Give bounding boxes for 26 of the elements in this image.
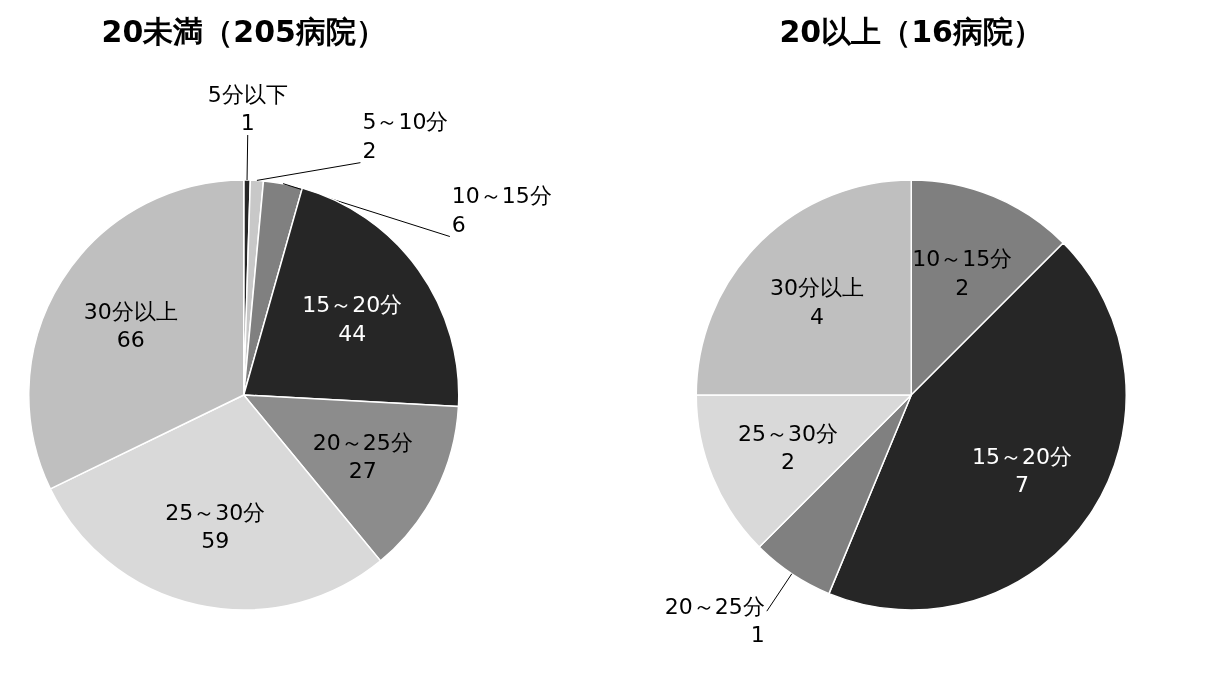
slice-label: 10～15分 bbox=[912, 246, 1013, 272]
data-label: 66 bbox=[116, 327, 145, 353]
slice-label: 30分以上 bbox=[769, 275, 864, 301]
chart-title: 20未満（205病院） bbox=[101, 14, 386, 49]
data-label: 44 bbox=[338, 320, 367, 346]
slice-label: 20～25分 bbox=[664, 593, 765, 619]
chart-title: 20以上（16病院） bbox=[779, 14, 1043, 49]
slice-label: 20～25分 bbox=[312, 429, 413, 455]
data-label: 59 bbox=[201, 528, 230, 554]
data-label: 6 bbox=[451, 211, 466, 237]
slice-label: 15～20分 bbox=[972, 443, 1073, 469]
data-label: 1 bbox=[750, 622, 765, 648]
slice-label: 15～20分 bbox=[302, 291, 403, 317]
data-label: 2 bbox=[955, 274, 970, 300]
slice-label: 25～30分 bbox=[165, 499, 266, 525]
data-label: 2 bbox=[781, 449, 796, 475]
slice-label: 5分以下 bbox=[207, 81, 288, 107]
slice-label: 30分以上 bbox=[83, 298, 178, 324]
slice-label: 5～10分 bbox=[362, 109, 449, 135]
data-label: 7 bbox=[1015, 472, 1030, 498]
data-label: 4 bbox=[809, 303, 824, 329]
data-label: 1 bbox=[240, 110, 255, 136]
data-label: 27 bbox=[348, 458, 377, 484]
data-label: 2 bbox=[362, 137, 377, 163]
slice-label: 10～15分 bbox=[451, 183, 552, 209]
slice-label: 25～30分 bbox=[738, 420, 839, 446]
